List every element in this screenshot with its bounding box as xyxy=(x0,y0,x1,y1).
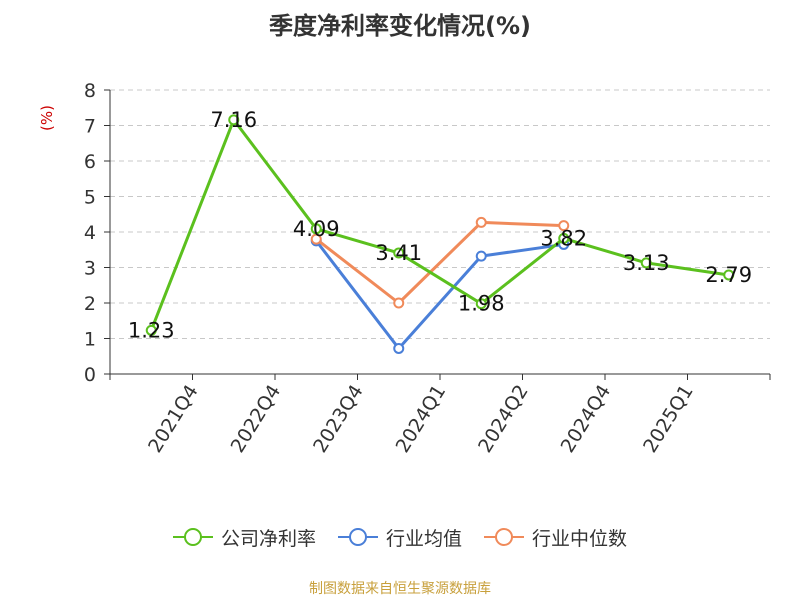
data-point xyxy=(558,220,570,232)
legend-label: 行业中位数 xyxy=(532,527,628,550)
y-tick-label: 8 xyxy=(84,80,96,102)
series-line xyxy=(149,118,729,331)
line-chart: 0 1 2 3 4 5 6 7 8 2021Q4 2022Q4 2023Q4 2024Q1 2024Q2 2… xyxy=(84,80,771,457)
series-line xyxy=(315,239,564,350)
data-point xyxy=(475,298,487,310)
x-tick-label: 2021Q4 xyxy=(144,381,203,457)
data-point xyxy=(310,233,322,245)
data-point xyxy=(475,216,487,228)
x-tick-label: 2024Q4 xyxy=(557,381,616,457)
legend-marker-icon xyxy=(337,528,378,546)
chart-title: 季度净利率变化情况(%) xyxy=(269,12,531,40)
data-label: 4.09 xyxy=(293,217,340,241)
legend-marker-icon xyxy=(172,528,213,546)
y-tick-label: 5 xyxy=(84,187,96,209)
data-point xyxy=(393,297,405,309)
data-label: 3.41 xyxy=(375,241,422,265)
data-label: 2.79 xyxy=(705,263,752,287)
y-tick-label: 4 xyxy=(84,222,96,244)
x-tick-label: 2024Q2 xyxy=(474,381,533,457)
x-tick-label: 2022Q4 xyxy=(227,381,286,457)
legend-item[interactable]: 公司净利率 xyxy=(172,524,316,551)
data-point xyxy=(393,247,405,259)
legend: 公司净利率 行业均值 行业中位数 xyxy=(0,520,800,554)
y-tick-label: 6 xyxy=(84,151,96,173)
data-point xyxy=(640,257,652,269)
y-tick-label: 0 xyxy=(84,364,96,386)
series-line xyxy=(315,220,564,305)
data-label: 1.98 xyxy=(458,292,505,316)
data-point xyxy=(393,342,405,354)
legend-label: 公司净利率 xyxy=(220,527,316,550)
y-tick-label: 1 xyxy=(84,329,96,351)
data-point xyxy=(723,269,735,281)
source-note: 制图数据来自恒生聚源数据库 xyxy=(309,581,491,597)
y-tick-label: 2 xyxy=(84,293,96,315)
data-point xyxy=(310,223,322,235)
data-label: 3.82 xyxy=(540,226,587,250)
y-tick-label: 3 xyxy=(84,258,96,280)
legend-marker-icon xyxy=(484,528,524,546)
x-tick-label: 2023Q4 xyxy=(309,381,368,457)
data-label: 7.16 xyxy=(210,108,257,132)
data-label: 1.23 xyxy=(128,318,175,342)
data-label: 3.13 xyxy=(623,251,670,275)
data-point xyxy=(475,250,487,262)
data-point xyxy=(558,232,570,244)
legend-label: 行业均值 xyxy=(385,527,462,550)
y-tick-label: 7 xyxy=(84,116,96,138)
x-tick-label: 2025Q1 xyxy=(639,381,698,457)
data-point xyxy=(228,114,240,126)
legend-item[interactable]: 行业均值 xyxy=(337,524,462,551)
legend-item[interactable]: 行业中位数 xyxy=(484,524,627,551)
data-point xyxy=(145,324,157,336)
x-tick-label: 2024Q1 xyxy=(392,381,451,457)
